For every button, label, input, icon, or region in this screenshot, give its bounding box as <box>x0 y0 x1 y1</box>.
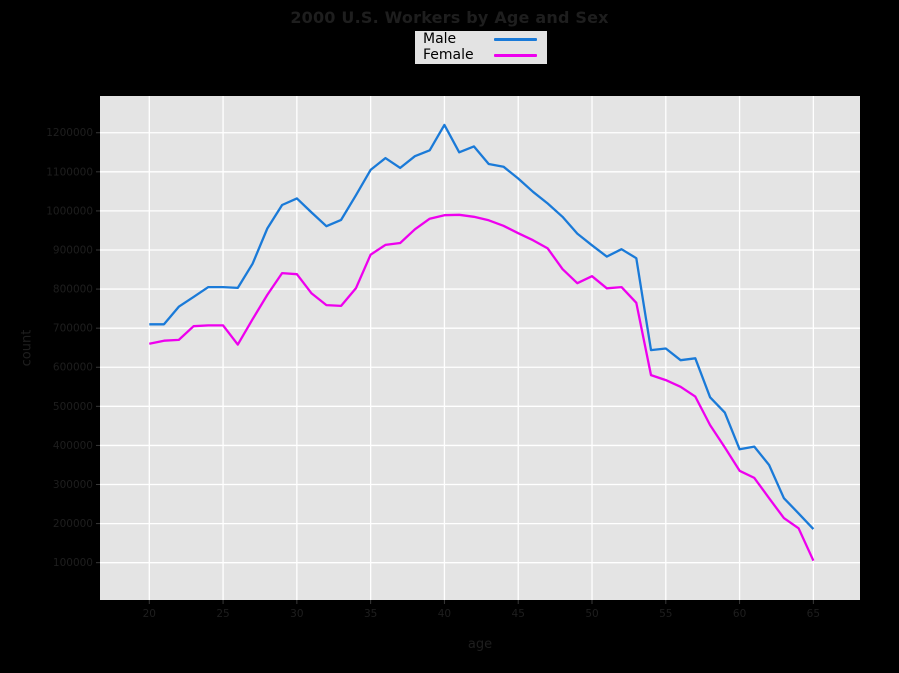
svg-text:20: 20 <box>143 608 156 620</box>
series-lines <box>149 123 815 562</box>
tick-labels: 100000 200000 300000 400000 500000 600000 7000… <box>46 127 820 620</box>
svg-text:45: 45 <box>512 608 525 620</box>
legend-label-female: Female <box>423 46 474 63</box>
legend-line-sample-female <box>494 53 537 57</box>
svg-text:300000: 300000 <box>53 479 93 491</box>
svg-text:50: 50 <box>585 608 598 620</box>
svg-text:65: 65 <box>807 608 820 620</box>
svg-text:30: 30 <box>290 608 303 620</box>
svg-text:900000: 900000 <box>53 244 93 256</box>
svg-text:400000: 400000 <box>53 440 93 452</box>
tick-marks <box>96 132 814 604</box>
gridlines <box>100 96 860 600</box>
y-axis-label: count <box>19 329 35 367</box>
svg-text:100000: 100000 <box>53 557 93 569</box>
svg-text:1200000: 1200000 <box>46 127 93 139</box>
svg-text:60: 60 <box>733 608 746 620</box>
svg-text:1100000: 1100000 <box>46 166 93 178</box>
svg-text:40: 40 <box>438 608 451 620</box>
svg-text:35: 35 <box>364 608 377 620</box>
svg-text:200000: 200000 <box>53 518 93 530</box>
svg-text:25: 25 <box>216 608 229 620</box>
legend: Male Female <box>415 31 547 64</box>
svg-text:55: 55 <box>659 608 672 620</box>
svg-text:800000: 800000 <box>53 284 93 296</box>
legend-line-sample-male <box>494 38 537 42</box>
svg-text:500000: 500000 <box>53 401 93 413</box>
legend-item-female: Female <box>423 46 540 64</box>
svg-text:700000: 700000 <box>53 323 93 335</box>
x-axis-label: age <box>467 637 493 652</box>
legend-item-male: Male <box>423 32 540 48</box>
plot-panel <box>100 96 860 600</box>
chart-title: 2000 U.S. Workers by Age and Sex <box>290 8 609 27</box>
svg-text:600000: 600000 <box>53 362 93 374</box>
svg-text:1000000: 1000000 <box>46 205 93 217</box>
legend-label-male: Male <box>423 31 457 48</box>
